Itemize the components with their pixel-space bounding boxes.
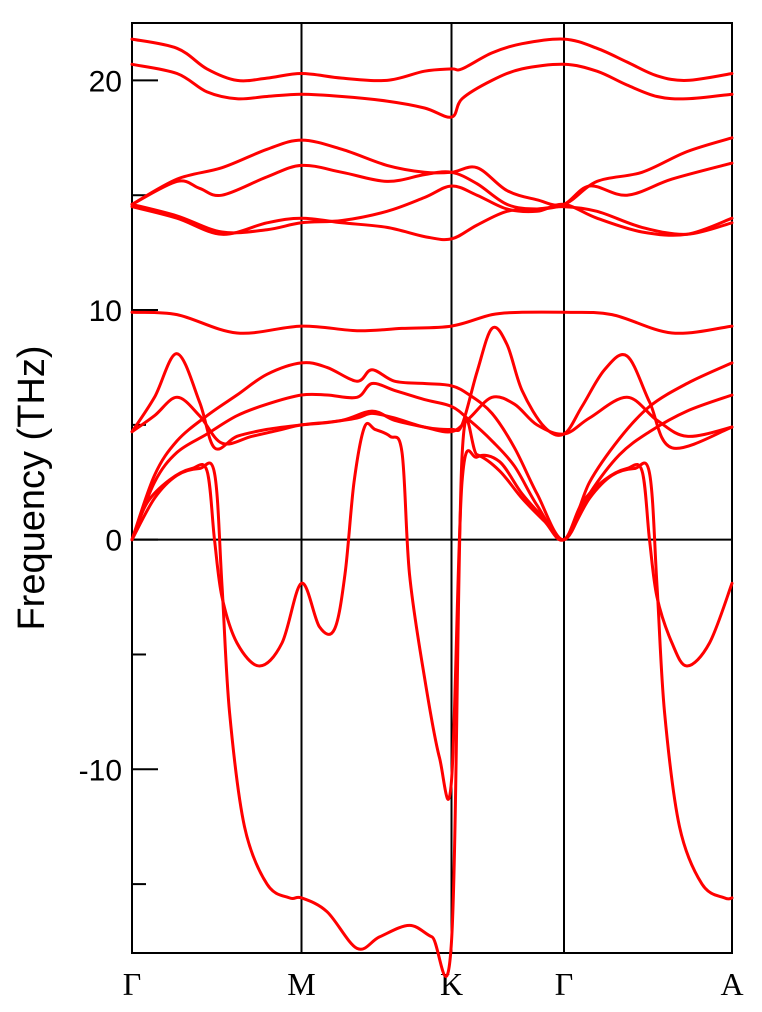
phonon-branch-4 (130, 161, 734, 211)
x-tick-label: Γ (555, 966, 574, 1002)
y-axis-ticks: -10 0 10 20 (79, 65, 158, 886)
phonon-branch-13 (130, 418, 734, 978)
phonon-branch-2 (130, 62, 734, 119)
phonon-branch-5 (130, 184, 734, 237)
phonon-branch-6 (130, 205, 734, 242)
y-tick-label: -10 (79, 754, 122, 787)
y-axis-title: Frequency (THz) (11, 345, 53, 630)
phonon-branch-12 (130, 422, 734, 801)
x-tick-label: M (287, 966, 315, 1002)
y-tick-label: 10 (89, 295, 122, 328)
plot-frame (131, 22, 733, 954)
x-tick-label: Γ (123, 966, 142, 1002)
phonon-branch-9 (130, 395, 734, 446)
phonon-branch-7 (130, 310, 734, 335)
y-tick-label: 0 (105, 525, 122, 558)
phonon-branch-11 (130, 381, 734, 542)
x-tick-label: A (720, 966, 743, 1002)
phonon-branch-1 (130, 37, 734, 83)
y-tick-label: 20 (89, 65, 122, 98)
dispersion-curves (130, 37, 734, 978)
phonon-branch-10 (130, 361, 734, 542)
phonon-branch-8 (130, 325, 734, 451)
